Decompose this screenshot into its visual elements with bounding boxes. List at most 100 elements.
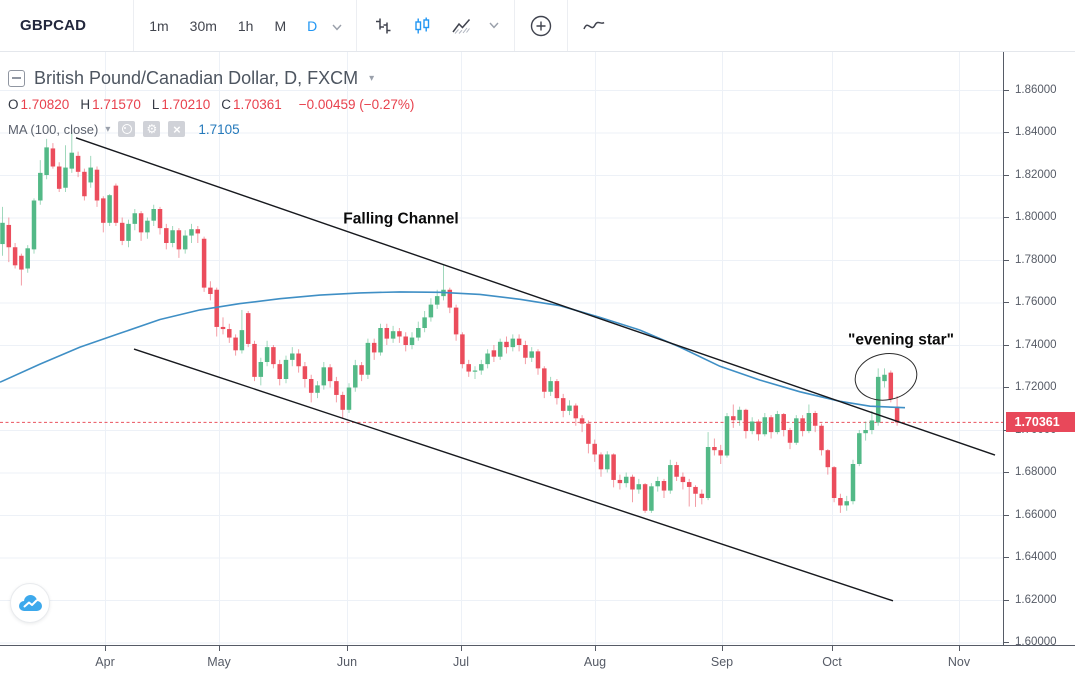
price-axis-label: 1.72000 (1015, 381, 1057, 394)
candle-body (44, 147, 49, 175)
candle-body (870, 420, 875, 430)
candle-body (485, 354, 490, 365)
evening-star-label[interactable]: "evening star" (848, 332, 954, 349)
candle (542, 366, 547, 398)
candle (353, 360, 358, 392)
candle (668, 460, 673, 494)
interval-button-M[interactable]: M (274, 18, 286, 34)
candle-body (82, 172, 87, 196)
remove-indicator-icon[interactable]: × (168, 121, 185, 137)
interval-button-D[interactable]: D (307, 18, 317, 34)
area-chart-icon[interactable] (449, 14, 473, 38)
candle (315, 381, 320, 398)
candle (38, 160, 43, 205)
candle (252, 341, 257, 381)
candle-body (687, 482, 692, 487)
candle (189, 224, 194, 243)
candle-body (359, 365, 364, 375)
compare-plus-icon[interactable] (529, 14, 553, 38)
candle (473, 366, 478, 379)
candle (391, 326, 396, 343)
time-axis-label-aug: Aug (584, 655, 606, 669)
candle-body (819, 426, 824, 450)
candle-body (838, 498, 843, 505)
candle-body (7, 225, 12, 247)
candle (265, 341, 270, 367)
chart-style-group (357, 14, 514, 38)
chevron-down-icon[interactable]: ▾ (369, 73, 374, 84)
candle-body (347, 388, 352, 410)
time-tick-mark (595, 646, 596, 651)
interval-group: 1m 30m 1h M D (134, 18, 332, 34)
channel-upper-trendline[interactable] (76, 138, 995, 455)
candle-body (750, 422, 755, 432)
falling-channel-label[interactable]: Falling Channel (343, 210, 458, 227)
candle (781, 413, 786, 436)
candle-body (429, 305, 434, 318)
interval-dropdown-button[interactable] (332, 18, 356, 34)
bars-chart-icon[interactable] (371, 14, 395, 38)
top-toolbar: GBPCAD 1m 30m 1h M D (0, 0, 1075, 52)
collapse-pane-icon[interactable] (8, 70, 25, 87)
candle-body (57, 167, 62, 189)
candle (25, 245, 30, 273)
candle (214, 288, 219, 337)
candle-body (410, 338, 415, 345)
indicator-value: 1.7105 (198, 122, 239, 137)
candle-body (781, 414, 786, 430)
candle (536, 349, 541, 375)
candle-body (372, 343, 377, 353)
candle-body (259, 362, 264, 377)
candle (857, 430, 862, 466)
publish-idea-button[interactable] (10, 583, 50, 623)
interval-button-1h[interactable]: 1h (238, 18, 254, 34)
candle-body (208, 288, 213, 294)
channel-lower-trendline[interactable] (134, 349, 893, 601)
candle-body (844, 501, 849, 505)
candle (334, 377, 339, 403)
candle (838, 494, 843, 513)
candle-body (284, 360, 289, 379)
candle (158, 207, 163, 235)
candle (120, 218, 125, 246)
settings-gear-icon[interactable]: ⚙ (143, 121, 160, 137)
candle-body (151, 209, 156, 221)
candle-body (334, 381, 339, 395)
symbol-button[interactable]: GBPCAD (0, 17, 133, 34)
candle-body (328, 367, 333, 381)
candle (296, 349, 301, 372)
indicator-name: MA (100, close) (8, 122, 98, 137)
candle (681, 473, 686, 490)
candle (208, 281, 213, 300)
candle (863, 422, 868, 441)
candle (82, 169, 87, 201)
candle (63, 145, 68, 192)
indicator-wave-icon[interactable] (582, 14, 606, 38)
candle-body (718, 450, 723, 455)
chevron-down-icon[interactable]: ▾ (105, 124, 110, 135)
candle (183, 230, 188, 253)
candle (416, 322, 421, 341)
candle (813, 411, 818, 432)
candle (164, 224, 169, 250)
candle-body (139, 213, 144, 232)
candles-chart-icon[interactable] (410, 14, 434, 38)
candle-body (788, 430, 793, 443)
chart-style-dropdown-button[interactable] (488, 14, 500, 38)
candle (498, 339, 503, 360)
time-tick-mark (347, 646, 348, 651)
visibility-icon[interactable] (118, 121, 135, 137)
candle-body (775, 414, 780, 432)
candle (794, 415, 799, 445)
interval-button-30m[interactable]: 30m (190, 18, 217, 34)
interval-button-1m[interactable]: 1m (149, 18, 168, 34)
candle (611, 453, 616, 487)
candle (145, 218, 150, 239)
open-label: O (8, 97, 19, 112)
price-chart-canvas[interactable]: Falling Channel "evening star" (0, 51, 1003, 645)
price-axis-label: 1.86000 (1015, 84, 1057, 97)
candle-body (340, 395, 345, 410)
candle-body (567, 406, 572, 411)
